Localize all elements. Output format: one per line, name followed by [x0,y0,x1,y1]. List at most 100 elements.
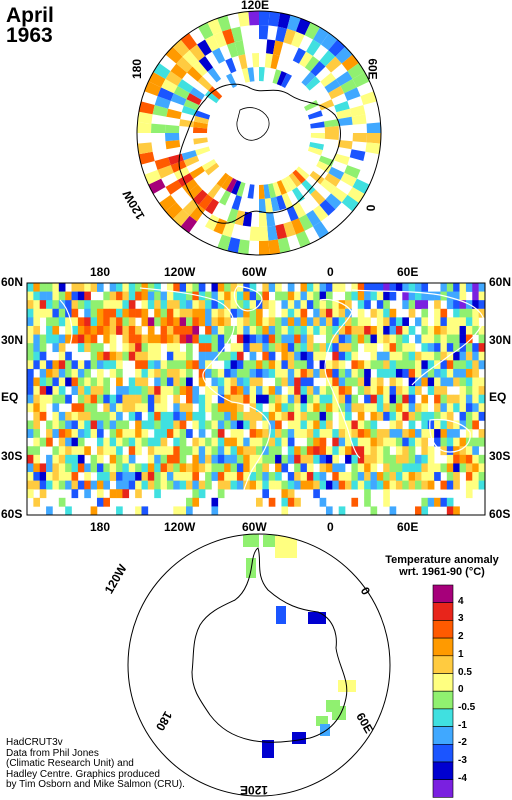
anomaly-cell [160,308,168,318]
credit-line: Hadley Centre. Graphics produced [6,768,160,780]
anomaly-cell [472,446,479,456]
anomaly-cell [459,360,467,370]
anomaly-cell [357,360,365,370]
anomaly-cell [287,377,295,387]
anomaly-cell [128,463,136,473]
anomaly-cell [325,420,333,430]
anomaly-cell [268,325,276,335]
credit-text: HadCRUT3v Data from Phil Jones (Climatic R… [6,737,185,791]
anomaly-cell [205,446,212,456]
anomaly-cell [122,454,130,464]
anomaly-cell [147,351,155,361]
anomaly-cell [263,184,271,199]
anomaly-cell [427,411,435,421]
anomaly-cell [395,472,403,481]
anomaly-cell [211,300,219,310]
anomaly-cell [319,411,327,421]
anomaly-cell [173,446,180,456]
anomaly-cell [338,368,346,378]
anomaly-cell [472,325,479,335]
anomaly-cell [434,334,441,344]
title-year: 1963 [6,24,53,47]
anomaly-cell [383,472,390,481]
anomaly-cell [84,325,91,335]
anomaly-cell [262,283,270,292]
anomaly-cell [287,472,295,481]
anomaly-cell [52,411,60,421]
anomaly-cell [262,386,270,395]
anomaly-cell [345,325,352,335]
anomaly-cell [154,429,161,438]
anomaly-cell [90,403,98,413]
anomaly-cell [389,334,397,344]
anomaly-cell [259,184,265,199]
legend-level: 0.5 [458,666,472,678]
anomaly-cell [370,291,378,301]
anomaly-cell [141,317,149,327]
anomaly-cell [71,472,79,481]
anomaly-cell [421,360,429,370]
anomaly-cell [46,420,53,430]
anomaly-cell [287,291,295,301]
anomaly-cell [122,472,130,481]
anomaly-cell [294,472,301,481]
anomaly-cell [294,334,301,344]
anomaly-cell [135,506,142,515]
anomaly-cell [287,386,295,395]
anomaly-cell [465,446,473,456]
anomaly-cell [294,300,301,310]
anomaly-cell [84,300,91,310]
anomaly-cell [313,308,320,318]
anomaly-cell [313,386,320,395]
anomaly-cell [319,317,327,327]
anomaly-cell [446,291,454,301]
anomaly-cell [237,11,250,27]
anomaly-cell [192,463,200,473]
anomaly-cell [128,437,136,447]
anomaly-cell [259,67,265,82]
anomaly-cell [459,308,467,318]
anomaly-cell [109,317,117,327]
anomaly-cell [173,386,180,395]
anomaly-cell [90,300,98,310]
anomaly-cell [357,480,365,490]
anomaly-cell [453,317,460,327]
anomaly-cell [179,368,187,378]
anomaly-cell [395,283,403,292]
lat-label: 60S [489,507,511,521]
anomaly-cell [224,377,231,387]
anomaly-cell [465,334,473,344]
anomaly-cell [313,446,320,456]
anomaly-cell [33,317,41,327]
anomaly-cell [332,446,339,456]
anomaly-cell [128,300,136,310]
anomaly-cell [446,343,454,353]
anomaly-cell [154,308,161,318]
anomaly-cell [287,351,295,361]
anomaly-cell [141,420,149,430]
anomaly-cell [389,411,397,421]
anomaly-cell [324,133,339,140]
anomaly-cell [313,489,320,499]
anomaly-cell [230,308,238,318]
anomaly-cell [281,351,289,361]
anomaly-cell [263,535,277,547]
anomaly-cell [256,334,263,344]
anomaly-cell [154,489,161,499]
anomaly-cell [33,394,41,404]
anomaly-cell [224,420,231,430]
anomaly-cell [389,506,397,515]
anomaly-cell [65,480,72,490]
anomaly-cell [268,334,276,344]
anomaly-cell [154,368,161,378]
anomaly-cell [39,343,47,353]
anomaly-cell [328,166,345,180]
anomaly-cell [52,463,60,473]
anomaly-cell [319,480,327,490]
anomaly-cell [465,351,473,361]
anomaly-cell [415,377,422,387]
anomaly-cell [306,386,314,395]
anomaly-cell [306,317,314,327]
anomaly-cell [408,446,416,456]
anomaly-cell [340,79,357,94]
